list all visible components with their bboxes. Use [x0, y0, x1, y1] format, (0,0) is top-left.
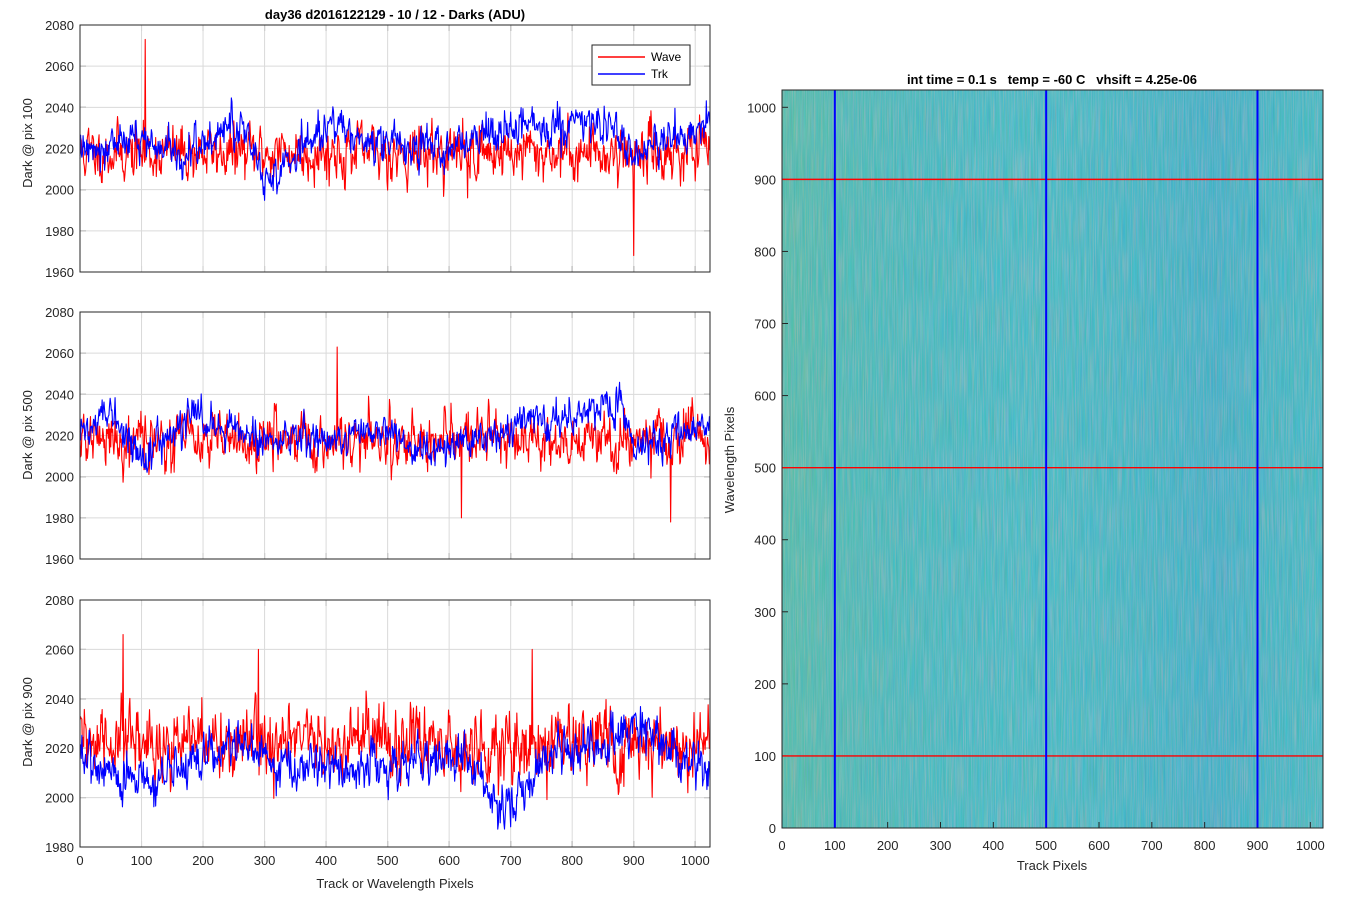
series-layer	[79, 634, 711, 830]
x-tick-label: 900	[1247, 838, 1269, 853]
x-tick-label: 400	[315, 853, 337, 868]
x-tick-label: 800	[561, 853, 583, 868]
series-trk-line	[79, 381, 711, 473]
y-tick-label: 700	[754, 317, 776, 332]
series-wave-line	[79, 634, 711, 801]
y-tick-label: 2000	[45, 470, 74, 485]
plot-frame	[79, 599, 711, 848]
x-tick-label: 200	[192, 853, 214, 868]
series-wave-line	[79, 346, 711, 523]
y-tick-label: 2080	[45, 593, 74, 608]
x-tick-label: 500	[377, 853, 399, 868]
x-tick-label: 100	[824, 838, 846, 853]
y-tick-label: 2040	[45, 100, 74, 115]
series-layer	[79, 38, 711, 257]
y-tick-label: 100	[754, 749, 776, 764]
y-axis-label: Dark @ pix 500	[20, 390, 35, 480]
x-tick-label: 700	[1141, 838, 1163, 853]
plot-frame	[79, 24, 711, 273]
legend-box	[591, 44, 691, 86]
legend-trk-label: Trk	[651, 67, 669, 81]
x-tick-label: 200	[877, 838, 899, 853]
legend: Wave Trk	[591, 44, 691, 86]
y-tick-label: 2060	[45, 642, 74, 657]
y-tick-label: 1960	[45, 265, 74, 280]
y-tick-label: 800	[754, 244, 776, 259]
y-tick-label: 600	[754, 389, 776, 404]
y-tick-label: 200	[754, 677, 776, 692]
y-tick-label: 2020	[45, 429, 74, 444]
plot-title: day36 d2016122129 - 10 / 12 - Darks (ADU…	[265, 7, 525, 22]
x-tick-label: 1000	[1296, 838, 1325, 853]
x-tick-label: 1000	[681, 853, 710, 868]
y-tick-label: 2040	[45, 387, 74, 402]
heatmap-plot: int time = 0.1 s temp = -60 C vhsift = 4…	[722, 72, 1325, 873]
y-axis-label: Dark @ pix 900	[20, 677, 35, 767]
series-trk-line	[79, 97, 711, 201]
y-tick-label: 2000	[45, 183, 74, 198]
x-tick-label: 900	[623, 853, 645, 868]
x-tick-label: 800	[1194, 838, 1216, 853]
x-axis-label: Track Pixels	[1017, 858, 1088, 873]
y-tick-label: 2080	[45, 18, 74, 33]
y-tick-label: 1980	[45, 840, 74, 855]
y-tick-label: 0	[769, 821, 776, 836]
series-trk-line	[79, 705, 711, 830]
y-tick-label: 2060	[45, 59, 74, 74]
y-tick-label: 1980	[45, 224, 74, 239]
line-plot-pix-100: day36 d2016122129 - 10 / 12 - Darks (ADU…	[20, 7, 711, 280]
x-tick-label: 700	[500, 853, 522, 868]
y-tick-label: 400	[754, 533, 776, 548]
tick-labels: 0 100 200 300 400 500 600 700 800 900 1000 0 100 200 3…	[747, 100, 1325, 853]
x-axis-label: Track or Wavelength Pixels	[316, 876, 474, 891]
y-tick-label: 1000	[747, 100, 776, 115]
y-axis-label: Dark @ pix 100	[20, 98, 35, 188]
y-tick-label: 500	[754, 461, 776, 476]
x-tick-label: 500	[1035, 838, 1057, 853]
y-tick-label: 900	[754, 172, 776, 187]
heatmap-title: int time = 0.1 s temp = -60 C vhsift = 4…	[907, 72, 1197, 87]
legend-wave-label: Wave	[651, 50, 682, 64]
series-layer	[79, 346, 711, 523]
y-tick-label: 1980	[45, 511, 74, 526]
x-tick-label: 300	[930, 838, 952, 853]
plot-frame	[79, 311, 711, 560]
plot-frame	[781, 89, 1324, 829]
x-tick-label: 0	[76, 853, 83, 868]
y-tick-label: 2020	[45, 741, 74, 756]
x-tick-label: 600	[438, 853, 460, 868]
line-plot-pix-900: Dark @ pix 900 Track or Wavelength Pixel…	[20, 593, 711, 891]
heatmap-gradient	[782, 90, 1323, 828]
y-axis-label: Wavelength Pixels	[722, 406, 737, 513]
series-wave-line	[79, 38, 711, 257]
tick-labels: 1960 1980 2000 2020 2040 2060 2080	[45, 305, 710, 567]
line-plot-pix-500: Dark @ pix 500 1960 1980 2000 2020 2040 2060 2…	[20, 305, 711, 567]
x-tick-label: 100	[131, 853, 153, 868]
y-tick-label: 2000	[45, 791, 74, 806]
y-tick-label: 2080	[45, 305, 74, 320]
y-tick-label: 2060	[45, 346, 74, 361]
y-tick-label: 2040	[45, 692, 74, 707]
x-tick-label: 600	[1088, 838, 1110, 853]
x-tick-label: 0	[778, 838, 785, 853]
y-tick-label: 300	[754, 605, 776, 620]
marker-lines	[782, 90, 1323, 828]
x-tick-label: 300	[254, 853, 276, 868]
x-tick-label: 400	[982, 838, 1004, 853]
y-tick-label: 1960	[45, 552, 74, 567]
y-tick-label: 2020	[45, 142, 74, 157]
